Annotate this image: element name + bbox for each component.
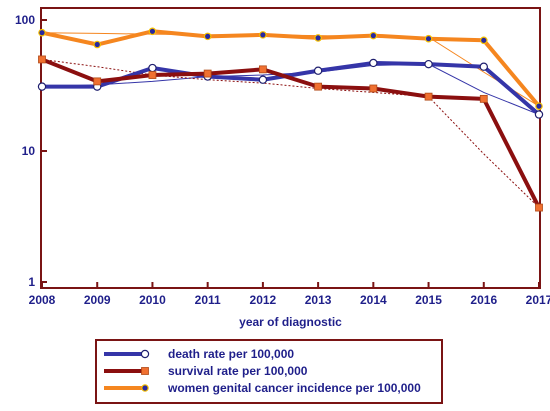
x-tick-label: 2008 [29,293,56,307]
x-tick-label: 2009 [84,293,111,307]
legend-items: death rate per 100,000 survival rate per … [104,347,421,395]
data-point [424,34,433,43]
data-point [479,36,488,45]
data-point [424,59,433,69]
data-point [148,63,157,73]
data-point [314,82,323,91]
trend-line-2 [41,58,540,208]
x-tick-label: 2015 [415,293,442,307]
y-tick-label: 100 [15,13,35,27]
x-tick-label: 2011 [195,293,221,307]
legend-label: death rate per 100,000 [168,347,294,361]
series-line-2 [41,57,541,209]
data-point [313,66,323,75]
data-point [534,110,544,119]
y-tick-label: 1 [28,275,35,289]
series-line-3 [41,29,541,108]
data-point [259,31,267,39]
y-tick-label: 10 [22,144,36,158]
data-point [38,28,46,37]
data-point [258,65,267,74]
x-tick-label: 2017 [526,293,550,307]
data-point [479,94,488,103]
data-point [369,84,378,93]
data-point [37,82,47,91]
x-tick-label: 2012 [250,293,277,307]
legend-marker [140,349,150,359]
data-point [369,31,378,40]
series-lines [37,27,544,212]
data-point [203,32,212,41]
x-axis: 2008 2009 2010 2011 2012 2013 2014 2015 2016 2017 [29,282,550,307]
data-point [314,34,322,42]
data-point [258,75,268,84]
data-point [148,71,157,79]
legend-label: women genital cancer incidence per 100,0… [167,381,421,395]
data-point [535,102,543,110]
x-tick-label: 2016 [470,293,497,307]
x-tick-label: 2014 [360,293,387,307]
y-axis: 1 10 100 [15,13,47,289]
data-point [369,58,378,68]
data-point [535,203,543,212]
legend [95,339,443,404]
data-point [479,62,488,71]
data-point [93,40,102,49]
plot-area [40,7,541,289]
legend-label: survival rate per 100,000 [168,364,308,378]
x-tick-label: 2010 [139,293,166,307]
legend-marker [141,367,149,375]
data-point [203,69,212,78]
data-point [38,55,46,64]
x-tick-label: 2013 [305,293,332,307]
data-point [424,92,433,101]
x-axis-title: year of diagnostic [239,315,342,329]
data-point [93,77,102,86]
legend-marker [141,384,149,392]
data-point [148,27,157,36]
